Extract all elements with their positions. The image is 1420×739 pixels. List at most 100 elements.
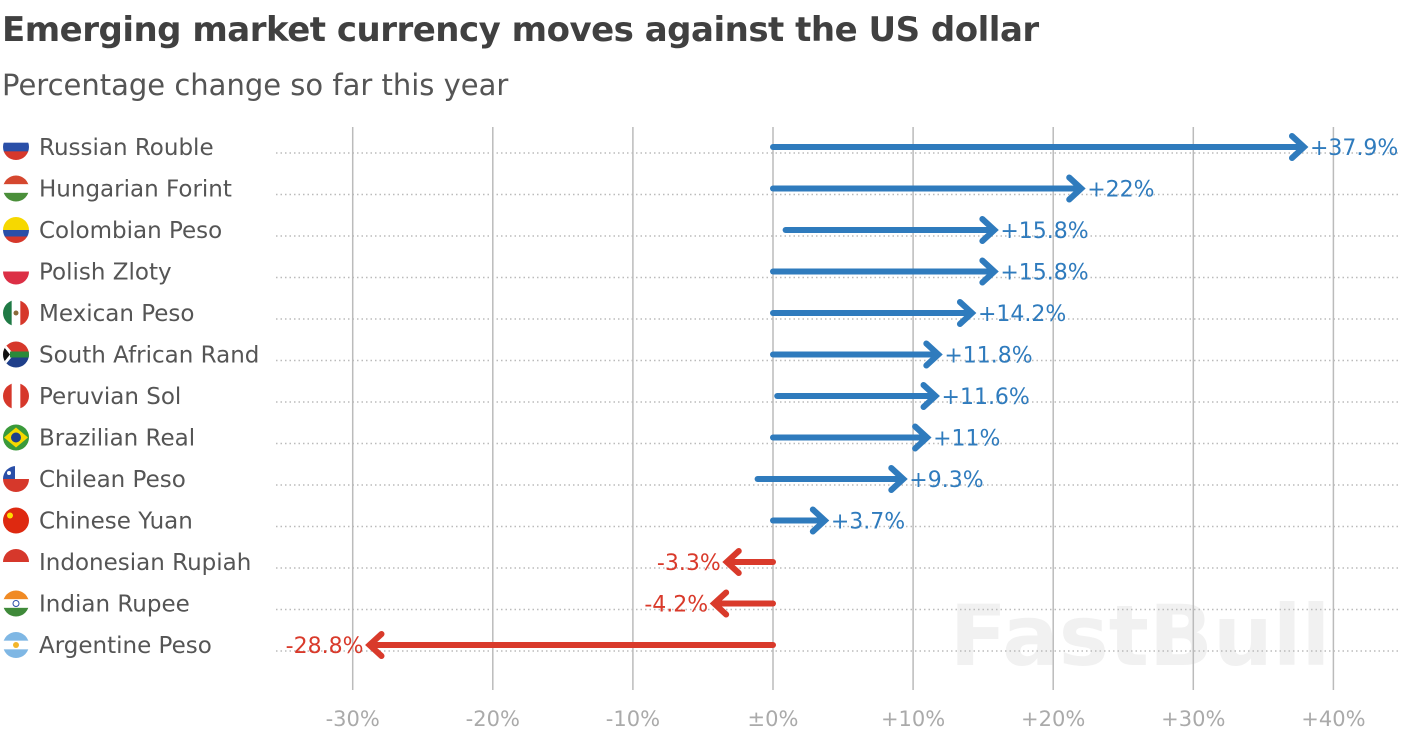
tick-label: ±0% — [748, 707, 799, 731]
flag-part — [7, 471, 11, 475]
flag-part — [3, 599, 29, 609]
value-label: +11.6% — [942, 385, 1030, 410]
tick-label: +40% — [1301, 707, 1365, 731]
flag-part — [3, 217, 29, 231]
flag-part — [3, 271, 29, 285]
flag-part — [3, 142, 29, 152]
flag-part — [3, 175, 29, 185]
flag-part — [3, 549, 29, 563]
category-label: South African Rand — [39, 343, 259, 369]
flag-part — [11, 432, 21, 443]
arrow-head — [912, 423, 932, 452]
china-flag-icon — [3, 507, 29, 534]
category-label: Indian Rupee — [39, 592, 190, 618]
flag-part — [3, 236, 29, 243]
flag-part — [3, 151, 29, 160]
hungary-flag-icon — [3, 175, 29, 202]
colombia-flag-icon — [3, 217, 29, 243]
category-label: Polish Zloty — [39, 260, 172, 286]
flag-part — [3, 230, 29, 237]
flag-part — [7, 512, 13, 519]
south-africa-flag-icon — [3, 341, 29, 368]
chart-row: Indonesian Rupiah -3.3% — [3, 548, 1400, 576]
tick-label: -10% — [606, 707, 660, 731]
chart-row: Argentine Peso -28.8% — [3, 631, 1400, 659]
chart-row: Mexican Peso +14.2% — [3, 299, 1400, 327]
arrow-head — [888, 465, 908, 493]
flag-part — [11, 383, 21, 409]
poland-flag-icon — [3, 258, 29, 285]
flag-part — [3, 184, 29, 194]
value-label: +15.8% — [1000, 219, 1088, 244]
flag-part — [13, 310, 19, 316]
category-label: Peruvian Sol — [39, 384, 181, 410]
flag-part — [3, 562, 29, 575]
value-label: +3.7% — [831, 510, 905, 535]
flag-part — [3, 134, 29, 144]
flag-part — [20, 300, 29, 326]
arrow-head — [920, 382, 940, 410]
chart-row: Indian Rupee -4.2% — [3, 589, 1400, 618]
watermark: FastBull — [950, 587, 1331, 685]
arrow-head — [979, 216, 999, 244]
value-label: -3.3% — [657, 551, 721, 576]
flag-part — [3, 632, 29, 642]
value-label: +14.2% — [978, 302, 1066, 327]
russia-flag-icon — [3, 134, 29, 160]
chart-row: South African Rand +11.8% — [3, 340, 1400, 369]
flag-part — [3, 383, 13, 409]
indonesia-flag-icon — [3, 549, 29, 575]
value-label: +37.9% — [1310, 136, 1398, 161]
flag-part — [10, 351, 29, 358]
arrow-head — [979, 257, 999, 286]
tick-label: +10% — [881, 707, 945, 731]
chart-row: Colombian Peso +15.8% — [3, 216, 1400, 244]
arrow-head — [956, 299, 977, 327]
value-label: +15.8% — [1000, 261, 1088, 286]
chart-row: Brazilian Real +11% — [3, 423, 1400, 452]
arrow-head — [1066, 174, 1086, 203]
tick-label: -20% — [466, 707, 520, 731]
value-label: -4.2% — [644, 593, 708, 618]
tick-label: -30% — [326, 707, 380, 731]
flag-part — [3, 507, 29, 534]
category-label: Hungarian Forint — [39, 177, 232, 203]
flag-part — [3, 649, 29, 658]
tick-label: +30% — [1161, 707, 1225, 731]
value-label: +11.8% — [944, 344, 1032, 369]
value-label: +9.3% — [909, 468, 983, 493]
flag-part — [12, 600, 20, 607]
peru-flag-icon — [3, 383, 29, 409]
flag-part — [3, 300, 13, 326]
chile-flag-icon — [3, 466, 29, 492]
mexico-flag-icon — [3, 300, 29, 326]
argentina-flag-icon — [3, 632, 29, 658]
value-label: +11% — [933, 427, 1000, 452]
flag-part — [3, 590, 29, 600]
category-label: Colombian Peso — [39, 218, 222, 244]
category-label: Chinese Yuan — [39, 509, 193, 535]
category-label: Chilean Peso — [39, 467, 186, 493]
brazil-flag-icon — [3, 424, 29, 451]
india-flag-icon — [3, 590, 29, 617]
value-label: +22% — [1087, 178, 1154, 203]
flag-part — [3, 607, 29, 617]
flag-part — [3, 344, 10, 365]
flag-part — [3, 479, 29, 492]
flag-part — [20, 383, 29, 409]
tick-label: +20% — [1021, 707, 1085, 731]
category-label: Brazilian Real — [39, 426, 195, 452]
flag-part — [3, 192, 29, 202]
category-label: Russian Rouble — [39, 135, 214, 161]
chart-row: Russian Rouble +37.9% — [3, 133, 1400, 161]
arrow-head — [923, 340, 943, 369]
chart-row: Peruvian Sol +11.6% — [3, 382, 1400, 410]
arrow-head — [1288, 133, 1309, 161]
chart-subtitle: Percentage change so far this year — [2, 68, 509, 102]
flag-part — [13, 642, 19, 648]
flag-part — [3, 258, 29, 272]
arrow-head — [709, 589, 730, 618]
arrow-head — [722, 548, 742, 576]
arrow-head — [365, 631, 385, 659]
